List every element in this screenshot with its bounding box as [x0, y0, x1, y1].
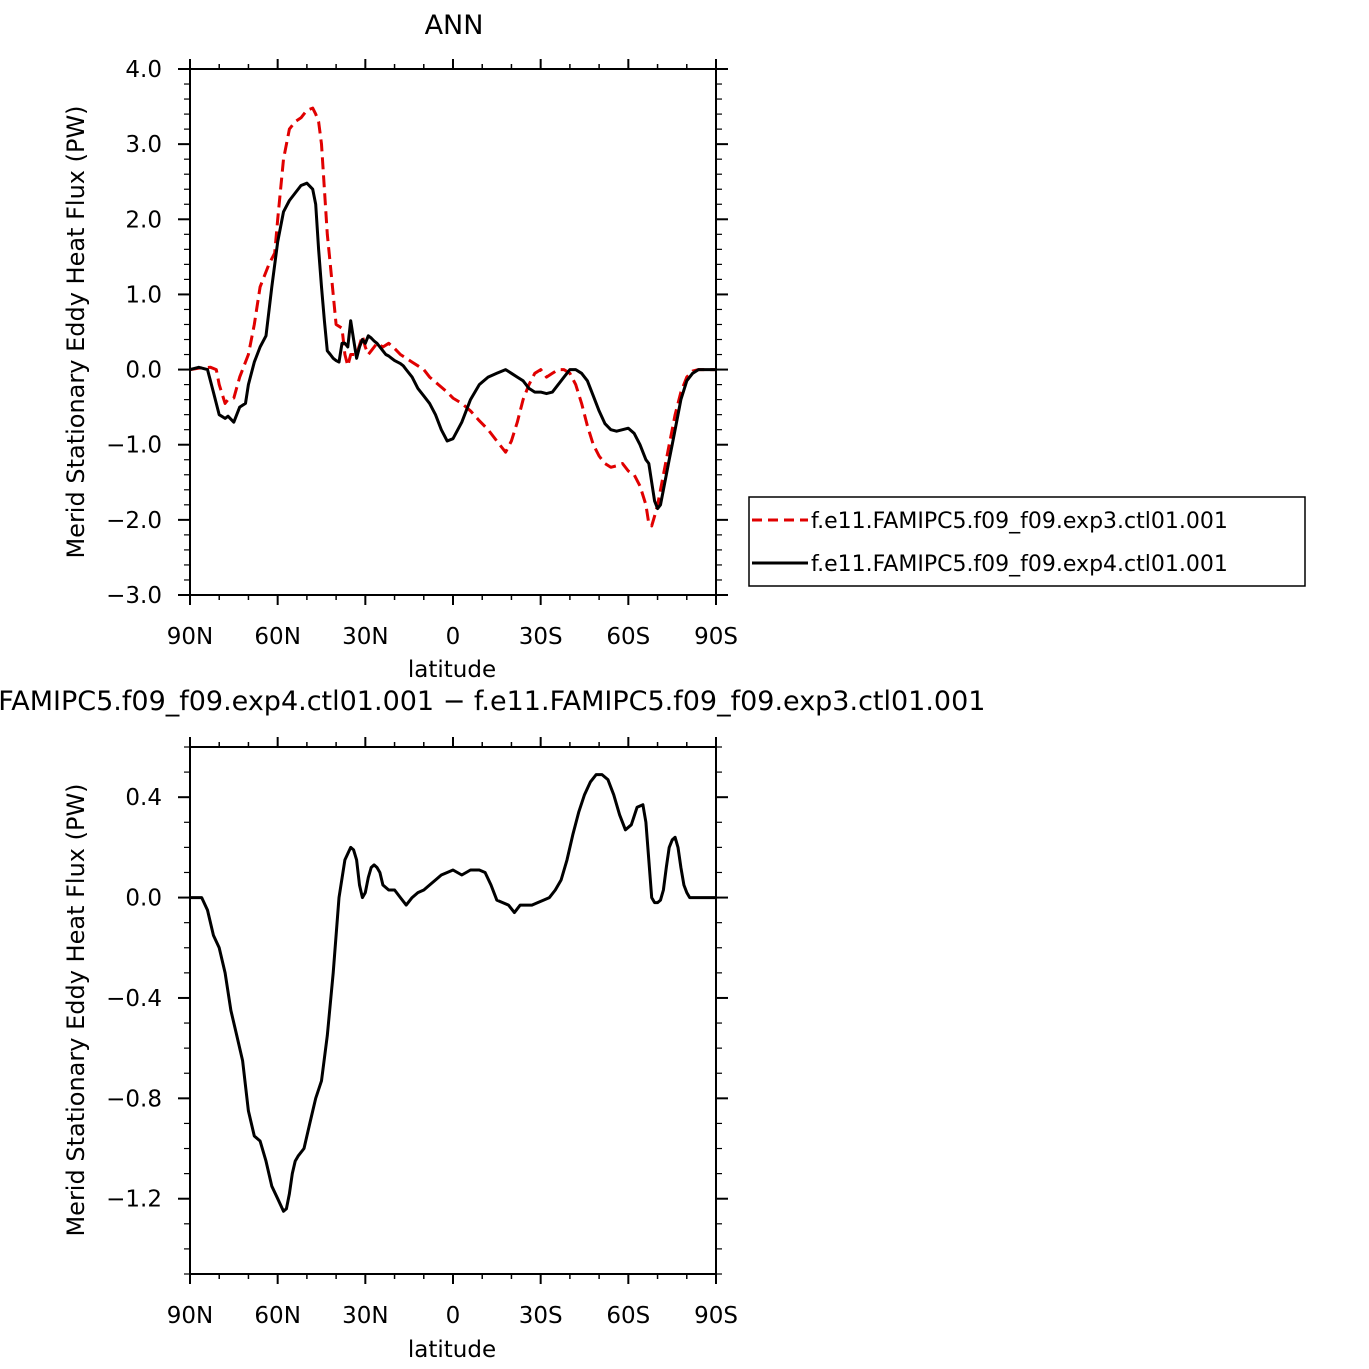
top-y-tick-label: 0.0 [125, 358, 162, 384]
top-y-tick-label: −1.0 [106, 433, 162, 459]
bottom-x-tick-label: 60N [254, 1303, 300, 1329]
bottom-y-tick-label: −1.2 [106, 1187, 162, 1213]
bottom-chart-title: f.e11.FAMIPC5.f09_f09.exp4.ctl01.001 − f… [0, 686, 985, 717]
legend-label-exp3: f.e11.FAMIPC5.f09_f09.exp3.ctl01.001 [811, 509, 1228, 534]
bottom-x-tick-label: 30N [342, 1303, 388, 1329]
legend-frame [748, 496, 1306, 587]
top-x-axis-label: latitude [408, 657, 496, 683]
top-series-line-2 [189, 181, 716, 511]
bottom-series-line-1 [190, 773, 716, 1213]
bottom-x-axis-label: latitude [408, 1337, 496, 1363]
bottom-x-tick-label: 90S [694, 1303, 738, 1329]
top-y-tick-label: −3.0 [106, 583, 162, 609]
top-x-tick-label: 60N [254, 624, 300, 650]
legend: f.e11.FAMIPC5.f09_f09.exp3.ctl01.001 f.e… [748, 496, 1306, 587]
top-y-tick-label: −2.0 [106, 508, 162, 534]
top-x-tick-label: 90N [167, 624, 213, 650]
bottom-x-tick-label: 90N [167, 1303, 213, 1329]
top-x-tick-label: 0 [446, 624, 461, 650]
bottom-x-tick-label: 0 [446, 1303, 461, 1329]
top-x-tick-label: 90S [694, 624, 738, 650]
bottom-x-tick-label: 30S [519, 1303, 563, 1329]
bottom-plot-frame [189, 746, 717, 1275]
bottom-series-lines [190, 773, 716, 1213]
top-chart-title: ANN [425, 10, 484, 41]
bottom-y-axis-label: Merid Stationary Eddy Heat Flux (PW) [62, 783, 90, 1236]
legend-label-exp4: f.e11.FAMIPC5.f09_f09.exp4.ctl01.001 [811, 552, 1228, 577]
bottom-x-tick-label: 60S [606, 1303, 650, 1329]
top-y-tick-label: 4.0 [125, 57, 162, 83]
top-panel: ANN Merid Stationary Eddy Heat Flux (PW)… [62, 10, 738, 683]
top-y-tick-label: 2.0 [125, 207, 162, 233]
bottom-y-tick-label: −0.8 [106, 1086, 162, 1112]
top-series-lines [189, 106, 716, 528]
top-plot-frame [189, 68, 717, 596]
top-y-tick-label: 3.0 [125, 132, 162, 158]
bottom-y-tick-label: 0.0 [125, 886, 162, 912]
bottom-y-tick-label: −0.4 [106, 986, 162, 1012]
top-axis-ticks: 90N 60N 30N 0 30S 60S 90S −3.0 −2.0 −1.0 0.0 1.0 2.0… [106, 57, 738, 650]
top-x-tick-label: 30S [519, 624, 563, 650]
top-y-tick-label: 1.0 [125, 282, 162, 308]
bottom-y-tick-label: 0.4 [125, 785, 162, 811]
top-y-axis-label: Merid Stationary Eddy Heat Flux (PW) [62, 105, 90, 558]
top-x-tick-label: 30N [342, 624, 388, 650]
top-x-tick-label: 60S [606, 624, 650, 650]
bottom-axis-ticks: 90N 60N 30N 0 30S 60S 90S −1.2 −0.8 −0.4 0.0 0.4 [106, 737, 738, 1329]
top-series-line-1 [189, 106, 716, 528]
bottom-panel: f.e11.FAMIPC5.f09_f09.exp4.ctl01.001 − f… [0, 686, 985, 1363]
